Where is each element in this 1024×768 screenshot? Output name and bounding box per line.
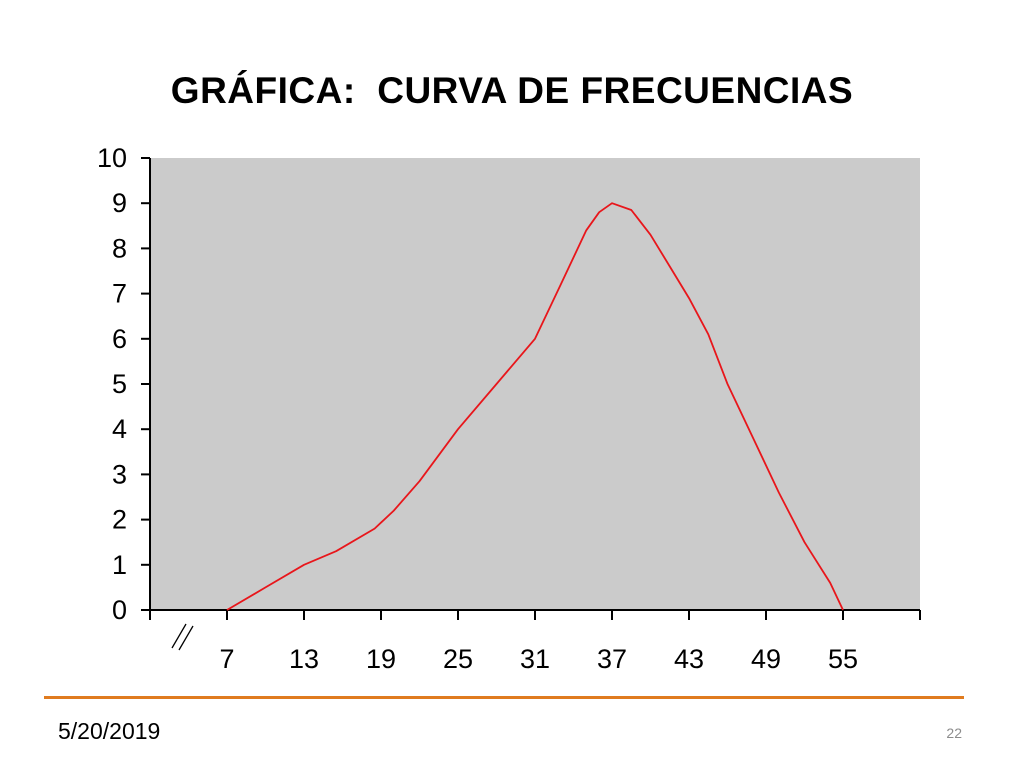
y-tick-label: 8 (112, 233, 127, 263)
y-tick-label: 10 (97, 143, 127, 173)
x-tick-label: 37 (597, 644, 627, 674)
x-tick-label: 19 (366, 644, 396, 674)
y-tick-label: 0 (112, 595, 127, 625)
axis-break-mark (171, 623, 194, 651)
x-tick-label: 13 (289, 644, 319, 674)
x-tick-label: 43 (674, 644, 704, 674)
footer-date: 5/20/2019 (58, 718, 161, 744)
y-tick-label: 5 (112, 369, 127, 399)
plot-area (150, 158, 920, 610)
y-tick-label: 2 (112, 505, 127, 535)
y-tick-label: 1 (112, 550, 127, 580)
y-tick-label: 3 (112, 459, 127, 489)
y-tick-label: 9 (112, 188, 127, 218)
axis-break-stroke (178, 625, 194, 651)
y-tick-label: 6 (112, 324, 127, 354)
x-tick-label: 31 (520, 644, 550, 674)
y-tick-label: 7 (112, 279, 127, 309)
frequency-curve-line (226, 202, 844, 611)
y-axis: 0 1 2 3 4 5 6 7 8 9 10 (97, 143, 151, 625)
x-tick-label: 49 (751, 644, 781, 674)
y-tick-label: 4 (112, 414, 127, 444)
page-number: 22 (946, 725, 962, 741)
axis-break-stroke (171, 623, 187, 649)
footer-divider (44, 696, 964, 699)
x-tick-label: 55 (828, 644, 858, 674)
slide-title: GRÁFICA: CURVA DE FRECUENCIAS (170, 70, 854, 111)
x-axis: 7 13 19 25 31 37 43 49 55 (149, 609, 921, 674)
x-tick-label: 25 (443, 644, 473, 674)
x-tick-label: 7 (219, 644, 234, 674)
